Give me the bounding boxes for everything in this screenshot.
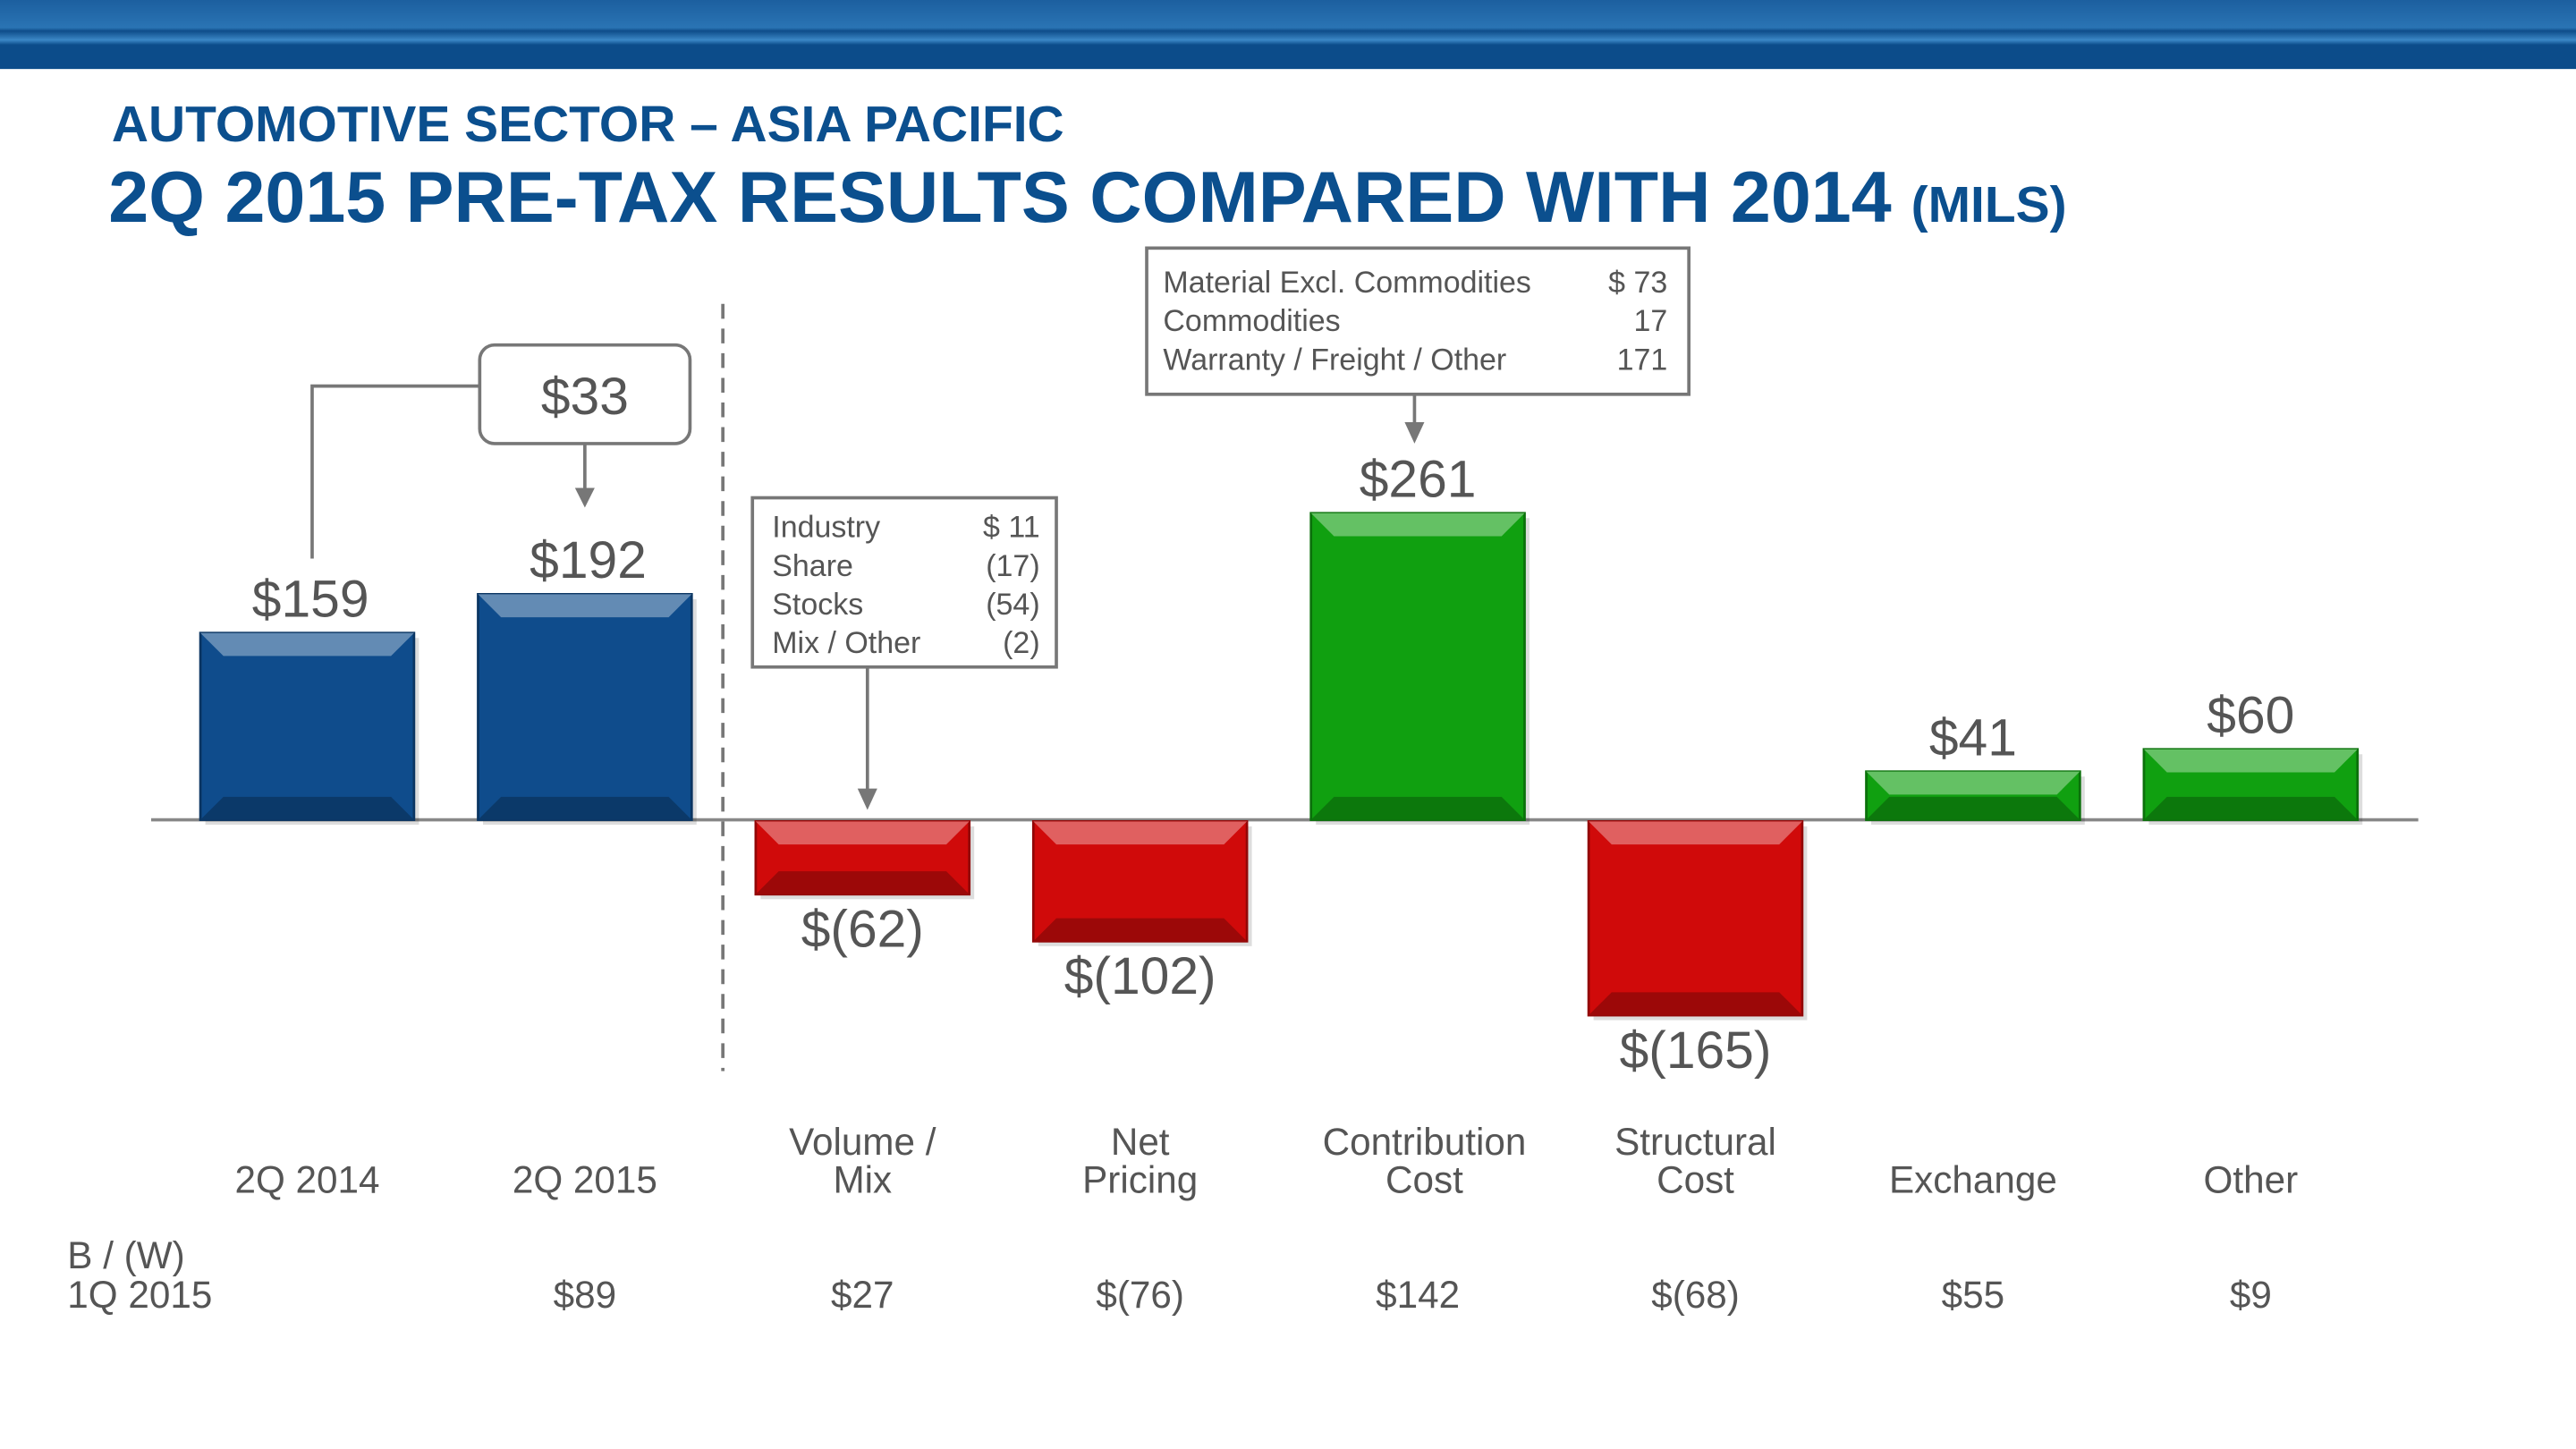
arrow-head-icon	[574, 487, 595, 508]
category-label-line: Other	[2204, 1158, 2299, 1200]
arrow-head-icon	[1404, 422, 1425, 444]
category-label: Structural Cost	[1614, 1121, 1776, 1200]
title-unit: (MILS)	[1911, 176, 2067, 233]
callout-row-value: (54)	[986, 588, 1039, 622]
change-connector	[310, 384, 480, 559]
category-label-line: Net	[1111, 1121, 1170, 1163]
category-label: 2Q 2015	[513, 1158, 657, 1200]
bar-bevel-top	[478, 594, 692, 618]
bar-2	[754, 819, 975, 900]
bw-value: $(76)	[1096, 1274, 1184, 1316]
bar-bevel-top	[1310, 513, 1525, 537]
category-label: 2Q 2014	[234, 1158, 379, 1200]
category-label-line: Contribution	[1323, 1121, 1527, 1163]
bw-value: $55	[1942, 1274, 2004, 1316]
category-label: Net Pricing	[1082, 1121, 1198, 1200]
bar-6	[1865, 770, 2085, 826]
bw-value: $27	[831, 1274, 894, 1316]
bar-bevel-bottom	[1866, 796, 2080, 820]
change-callout: $33	[310, 343, 692, 559]
category-label: Exchange	[1889, 1158, 2057, 1200]
bar-5	[1587, 819, 1808, 1021]
callout-row-label: Material Excl. Commodities	[1163, 266, 1531, 300]
bar-bevel-top	[2143, 749, 2358, 773]
callout-row-value: 17	[1633, 304, 1667, 338]
bw-value: $9	[2230, 1274, 2272, 1316]
bw-value: $142	[1376, 1274, 1460, 1316]
bar-bevel-top	[755, 821, 970, 845]
volume-mix-callout: Industry $ 11 Share (17) Stocks (54) Mix / Oth…	[750, 496, 1058, 810]
bar-bevel-top	[200, 632, 414, 657]
bar-bevel-bottom	[1310, 796, 1525, 820]
header-band	[0, 0, 2576, 70]
callout-row-label: Industry	[772, 511, 880, 545]
slide-title: 2Q 2015 PRE-TAX RESULTS COMPARED WITH 20…	[108, 157, 2066, 238]
bar-bevel-top	[1866, 771, 2080, 795]
bar-body	[1309, 512, 1526, 821]
volume-mix-box	[750, 496, 1058, 669]
bars-group	[199, 512, 2363, 1021]
callout-row-value: $ 11	[983, 511, 1040, 545]
bw-row-label: B / (W) 1Q 2015	[67, 1234, 212, 1316]
bar-bevel-bottom	[478, 796, 692, 820]
category-label-line: Mix	[833, 1158, 892, 1200]
change-value: $33	[541, 368, 629, 426]
callout-row-value: 171	[1617, 343, 1668, 377]
callout-row-value: $ 73	[1608, 266, 1667, 300]
bar-bevel-bottom	[1033, 918, 1248, 942]
slide-subtitle: AUTOMOTIVE SECTOR – ASIA PACIFIC	[112, 96, 1064, 153]
category-label: Other	[2204, 1158, 2299, 1200]
value-label: $159	[252, 570, 369, 628]
bw-value: $(68)	[1651, 1274, 1740, 1316]
category-label-line: Exchange	[1889, 1158, 2057, 1200]
callout-row-label: Mix / Other	[772, 626, 920, 660]
callout-row-label: Warranty / Freight / Other	[1163, 343, 1506, 377]
category-label-line: 2Q 2015	[513, 1158, 657, 1200]
callout-row-value: (17)	[986, 549, 1039, 583]
callout-row-label: Share	[772, 549, 853, 583]
bar-body	[199, 631, 416, 821]
contribution-cost-callout: Material Excl. Commodities $ 73 Commoditie…	[1145, 246, 1690, 444]
bar-bevel-bottom	[2143, 796, 2358, 820]
bar-3	[1031, 819, 1252, 946]
category-label: Volume / Mix	[789, 1121, 936, 1200]
category-label-line: Volume /	[789, 1121, 936, 1163]
bar-body	[1587, 819, 1804, 1017]
arrow-head-icon	[857, 788, 877, 810]
category-label-line: Structural	[1614, 1121, 1776, 1163]
category-label-line: Cost	[1385, 1158, 1463, 1200]
value-label: $(165)	[1620, 1021, 1772, 1080]
bar-1	[477, 593, 697, 826]
category-label-line: Cost	[1657, 1158, 1734, 1200]
value-label: $(102)	[1064, 947, 1216, 1005]
callout-row-label: Stocks	[772, 588, 863, 622]
bar-bevel-bottom	[200, 796, 414, 820]
value-label: $261	[1360, 450, 1477, 508]
labels-group: $159 2Q 2014 $192 2Q 2015 $(62) Volume / Mix $(…	[234, 450, 2298, 1200]
bar-7	[2142, 748, 2363, 826]
category-label-line: 2Q 2014	[234, 1158, 379, 1200]
bar-bevel-bottom	[755, 871, 970, 894]
callout-row-label: Commodities	[1163, 304, 1340, 338]
contribution-cost-box	[1145, 246, 1690, 396]
title-main: 2Q 2015 PRE-TAX RESULTS COMPARED WITH 20…	[108, 157, 1891, 238]
bar-bevel-bottom	[1589, 992, 1802, 1016]
category-label-line: Pricing	[1082, 1158, 1198, 1200]
bar-body	[477, 593, 693, 821]
category-label: Contribution Cost	[1323, 1121, 1527, 1200]
value-label: $41	[1929, 708, 2017, 767]
bw-value: $89	[554, 1274, 616, 1316]
bar-bevel-top	[1589, 821, 1802, 845]
bar-bevel-top	[1033, 821, 1248, 845]
bar-4	[1309, 512, 1530, 826]
value-label: $(62)	[801, 901, 924, 959]
value-label: $192	[530, 531, 647, 589]
callout-row-value: (2)	[1003, 626, 1040, 660]
bar-0	[199, 631, 419, 826]
value-label: $60	[2207, 686, 2294, 744]
